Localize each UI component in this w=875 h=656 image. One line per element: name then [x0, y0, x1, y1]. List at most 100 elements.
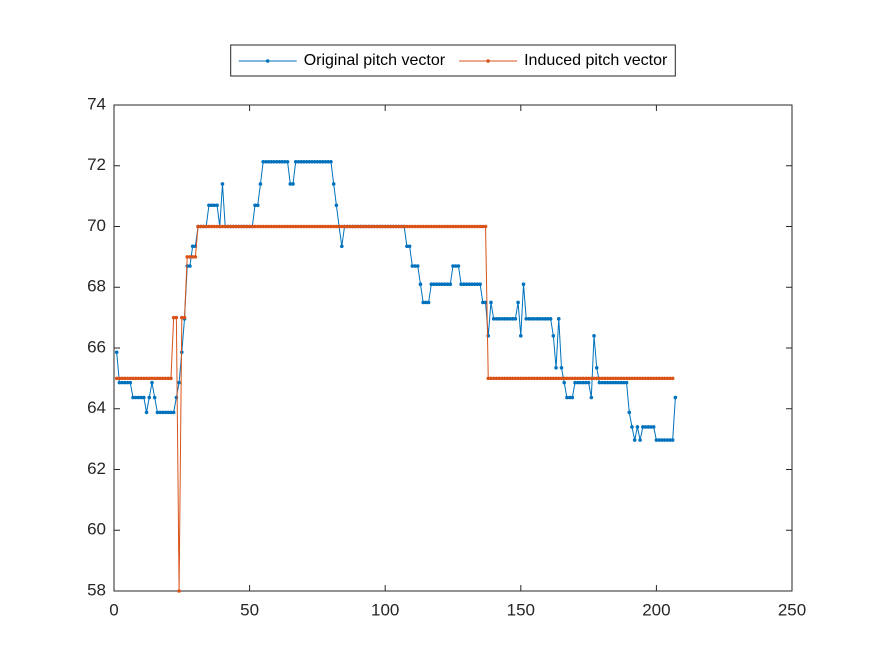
x-tick-label: 0 [109, 600, 118, 619]
data-point [462, 224, 466, 229]
data-point [277, 224, 282, 229]
data-point [364, 224, 369, 229]
data-point [440, 224, 444, 229]
series [114, 224, 675, 593]
y-tick-label: 64 [87, 398, 106, 417]
data-point [451, 264, 455, 268]
data-point [144, 376, 149, 381]
legend-marker [265, 59, 270, 63]
data-point [223, 224, 227, 229]
x-tick-label: 200 [642, 600, 670, 619]
data-point [489, 376, 493, 381]
data-point [321, 224, 325, 229]
data-point [161, 376, 165, 381]
data-point [312, 224, 317, 229]
data-point [589, 395, 594, 400]
data-point [155, 376, 160, 381]
data-point [144, 410, 149, 415]
data-point [478, 282, 482, 287]
data-point [448, 224, 453, 229]
data-point [288, 224, 293, 229]
data-point [307, 224, 312, 229]
data-point [245, 224, 249, 229]
data-point [548, 317, 553, 321]
data-point [662, 376, 667, 381]
data-point [350, 224, 355, 229]
data-point [158, 410, 162, 415]
data-point [519, 376, 523, 381]
data-point [231, 224, 236, 229]
data-point [673, 395, 678, 400]
data-point [464, 224, 469, 229]
data-point [415, 264, 420, 268]
data-point [150, 380, 154, 385]
data-point [543, 317, 548, 321]
data-point [247, 224, 252, 229]
y-tick-label: 60 [87, 520, 106, 539]
data-point [407, 224, 412, 229]
data-point [174, 315, 179, 320]
data-point [283, 224, 287, 229]
data-point [584, 380, 588, 385]
data-point [302, 160, 306, 164]
data-point [559, 365, 564, 370]
data-point [272, 224, 276, 229]
data-point [445, 282, 450, 287]
data-point [570, 395, 575, 400]
data-point [340, 224, 344, 229]
data-point [497, 376, 501, 381]
data-point [277, 160, 282, 164]
data-point [603, 380, 607, 385]
data-point [486, 376, 491, 381]
data-point [139, 376, 143, 381]
data-point [500, 376, 504, 381]
y-tick-label: 62 [87, 459, 106, 478]
data-point [467, 282, 472, 287]
data-point [437, 282, 442, 287]
data-point [519, 334, 523, 338]
data-point [258, 224, 263, 229]
data-point [117, 376, 122, 381]
data-point [405, 224, 409, 229]
data-point [472, 282, 477, 287]
data-point [445, 224, 450, 229]
data-point [142, 376, 146, 381]
data-point [586, 380, 591, 385]
data-point [513, 317, 518, 321]
data-point [342, 224, 347, 229]
data-point [326, 224, 331, 229]
data-point [527, 317, 531, 321]
data-point [190, 244, 195, 249]
data-point [117, 380, 122, 385]
data-point [261, 160, 265, 164]
data-point [133, 395, 138, 400]
x-tick-label: 100 [371, 600, 399, 619]
data-point [250, 224, 255, 229]
data-point [424, 300, 428, 305]
data-point [578, 376, 583, 381]
data-point [321, 160, 325, 164]
data-point [459, 282, 463, 287]
data-point [421, 224, 425, 229]
data-point [283, 160, 287, 164]
data-point [594, 376, 599, 381]
data-point [131, 395, 135, 400]
data-point [123, 376, 127, 381]
data-point [543, 376, 548, 381]
data-point [299, 160, 303, 164]
data-point [155, 410, 160, 415]
data-point [470, 282, 474, 287]
data-point [562, 376, 566, 381]
data-point [605, 380, 610, 385]
data-point [573, 376, 577, 381]
data-point [581, 376, 585, 381]
data-point [548, 376, 553, 381]
data-point [459, 224, 463, 229]
data-point [434, 282, 439, 287]
data-point [166, 376, 171, 381]
y-tick-label: 68 [87, 277, 106, 296]
data-point [660, 438, 664, 442]
data-point [375, 224, 379, 229]
data-point [494, 317, 499, 321]
data-point [456, 224, 461, 229]
